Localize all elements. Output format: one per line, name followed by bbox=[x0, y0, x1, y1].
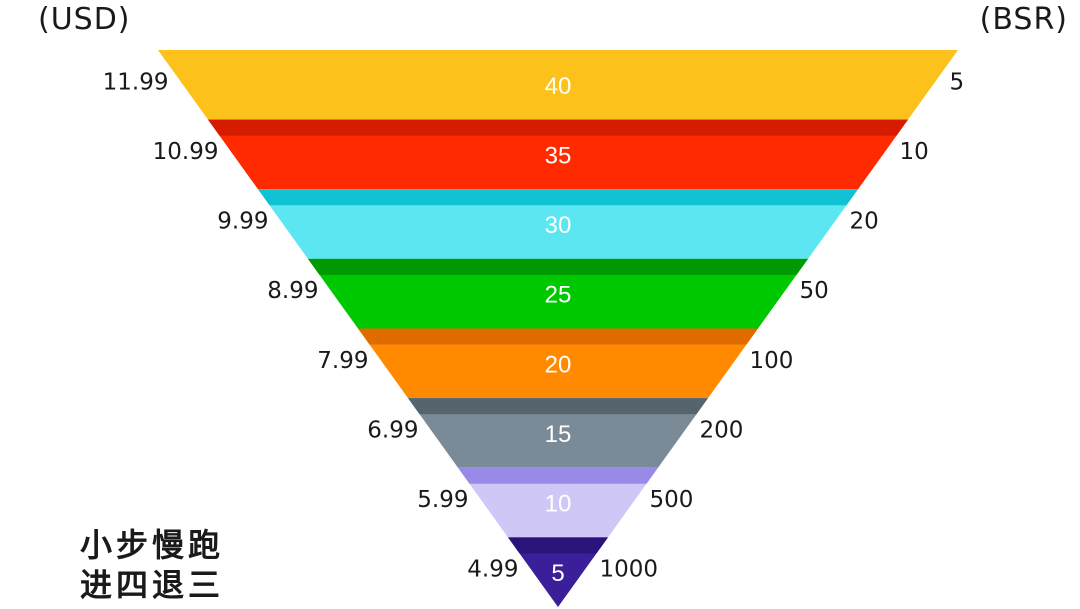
funnel-value-label: 15 bbox=[545, 421, 572, 448]
price-label: 9.99 bbox=[217, 209, 268, 235]
funnel-band bbox=[308, 258, 808, 329]
price-label: 5.99 bbox=[417, 487, 468, 513]
bsr-label: 10 bbox=[900, 139, 929, 165]
funnel-value-label: 30 bbox=[545, 212, 572, 239]
bsr-label: 100 bbox=[750, 348, 794, 374]
funnel-band-top-face bbox=[208, 119, 908, 136]
funnel-value-label: 35 bbox=[545, 142, 572, 169]
caption-line-2: 进四退三 bbox=[80, 566, 225, 604]
price-label: 8.99 bbox=[267, 278, 318, 304]
funnel-level-5: 5 4.99 1000 bbox=[467, 537, 658, 607]
funnel-value-label: 5 bbox=[551, 560, 564, 587]
caption-line-1: 小步慢跑 bbox=[80, 526, 225, 564]
funnel-band bbox=[408, 398, 708, 468]
price-label: 4.99 bbox=[467, 557, 518, 583]
funnel-value-label: 25 bbox=[545, 282, 572, 309]
funnel-band-top-face bbox=[408, 398, 708, 415]
funnel-value-label: 10 bbox=[545, 491, 572, 518]
funnel-value-label: 40 bbox=[545, 73, 572, 100]
funnel-band-top-face bbox=[358, 328, 758, 345]
bsr-label: 50 bbox=[800, 278, 829, 304]
right-axis-title: (BSR) bbox=[979, 2, 1068, 37]
funnel-band-top-face bbox=[258, 189, 858, 206]
bsr-label: 200 bbox=[700, 417, 744, 443]
bsr-label: 500 bbox=[650, 487, 694, 513]
funnel-band-top-face bbox=[458, 467, 658, 484]
funnel-level-25: 25 8.99 50 bbox=[267, 258, 829, 329]
funnel-level-10: 10 5.99 500 bbox=[417, 467, 694, 538]
price-label: 11.99 bbox=[103, 69, 169, 95]
funnel-band-top-face bbox=[508, 537, 608, 554]
bsr-label: 5 bbox=[950, 69, 965, 95]
price-label: 7.99 bbox=[317, 348, 368, 374]
funnel-band-top-face bbox=[308, 258, 808, 275]
price-label: 10.99 bbox=[153, 139, 219, 165]
funnel-level-30: 30 9.99 20 bbox=[217, 189, 879, 259]
funnel-level-15: 15 6.99 200 bbox=[367, 398, 743, 468]
funnel-band bbox=[358, 328, 758, 399]
funnel-band bbox=[208, 119, 908, 190]
funnel-band bbox=[458, 467, 658, 538]
left-axis-title: (USD) bbox=[38, 2, 131, 37]
funnel-level-35: 35 10.99 10 bbox=[153, 119, 929, 190]
funnel-band bbox=[158, 50, 958, 120]
funnel-band bbox=[508, 537, 608, 607]
funnel-value-label: 20 bbox=[545, 351, 572, 378]
funnel-level-20: 20 7.99 100 bbox=[317, 328, 794, 399]
price-label: 6.99 bbox=[367, 417, 418, 443]
funnel-band bbox=[258, 189, 858, 259]
bsr-label: 1000 bbox=[600, 557, 659, 583]
bsr-label: 20 bbox=[850, 209, 879, 235]
funnel-level-40: 40 11.99 5 bbox=[103, 50, 965, 120]
